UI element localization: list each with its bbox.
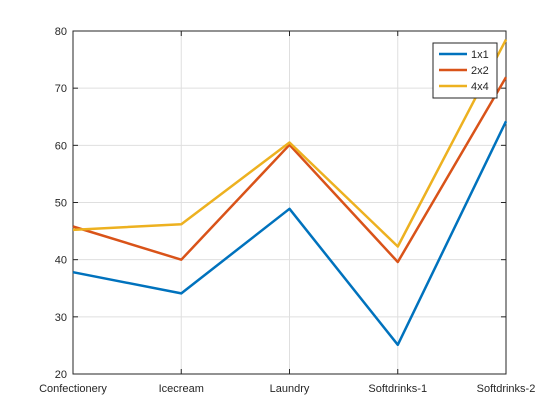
legend-label: 4x4 <box>471 81 489 93</box>
legend-label: 1x1 <box>471 49 489 61</box>
series-lines <box>72 39 508 347</box>
y-tick-label: 60 <box>55 140 67 152</box>
axis-ticks: 20 30 40 50 60 70 80 Confectionery Icecream Laund… <box>39 26 535 395</box>
legend-label: 2x2 <box>471 65 489 77</box>
x-tick-label: Confectionery <box>39 383 107 395</box>
x-tick-label: Softdrinks-1 <box>368 383 427 395</box>
y-tick-label: 50 <box>55 198 67 210</box>
x-tick-label: Softdrinks-2 <box>477 383 536 395</box>
y-tick-label: 80 <box>55 26 67 38</box>
legend: 1x1 2x2 4x4 <box>432 42 498 99</box>
series-line-4x4 <box>72 39 508 248</box>
y-tick-label: 30 <box>55 312 67 324</box>
series-line-1x1 <box>72 120 508 347</box>
y-tick-label: 20 <box>55 369 67 381</box>
x-tick-label: Laundry <box>270 383 310 395</box>
y-tick-label: 70 <box>55 83 67 95</box>
series-line-2x2 <box>72 76 508 264</box>
x-tick-label: Icecream <box>159 383 204 395</box>
y-tick-label: 40 <box>55 255 67 267</box>
